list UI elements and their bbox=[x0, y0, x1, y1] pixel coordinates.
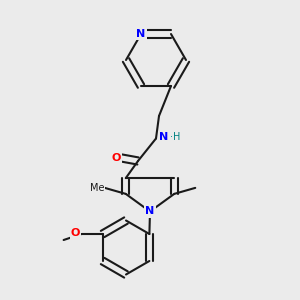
Text: Me: Me bbox=[90, 183, 104, 193]
Text: N: N bbox=[146, 206, 154, 217]
Text: N: N bbox=[159, 132, 168, 142]
Text: O: O bbox=[71, 227, 80, 238]
Text: N: N bbox=[136, 29, 146, 39]
Text: ·H: ·H bbox=[170, 132, 181, 142]
Text: O: O bbox=[111, 153, 121, 163]
